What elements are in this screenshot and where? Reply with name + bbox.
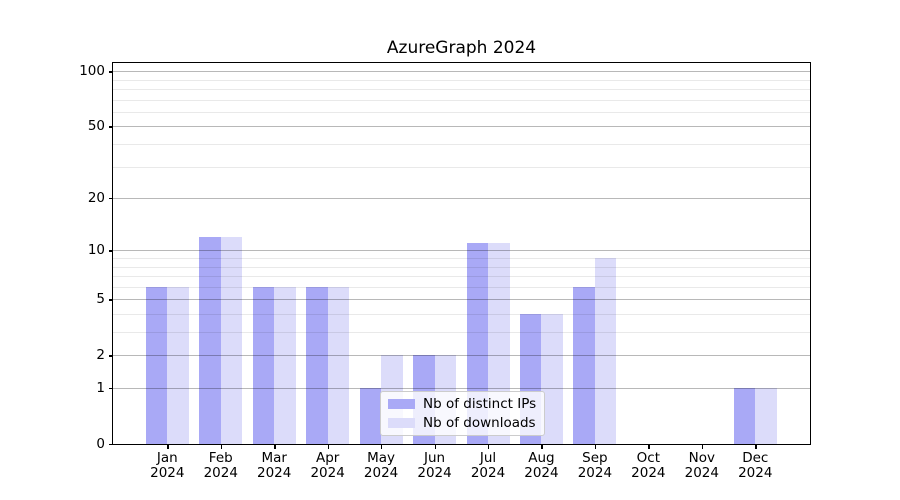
x-tick-month: Jul bbox=[479, 450, 497, 466]
x-tick-month: Oct bbox=[636, 450, 661, 466]
x-tick-year: 2024 bbox=[470, 465, 506, 481]
plot-area bbox=[112, 62, 811, 445]
x-tick-label: Jan 2024 bbox=[122, 451, 212, 481]
x-tick-mark bbox=[648, 445, 650, 449]
bar-distinct-ips bbox=[306, 286, 328, 444]
bar-distinct-ips bbox=[145, 286, 168, 444]
y-tick-mark bbox=[109, 126, 113, 128]
x-tick-mark bbox=[220, 445, 223, 449]
bars-layer bbox=[113, 63, 810, 444]
x-tick-mark bbox=[488, 445, 490, 449]
y-tick-label: 1 bbox=[96, 379, 105, 396]
x-tick-month: Mar bbox=[261, 450, 287, 466]
x-tick-year: 2024 bbox=[577, 465, 613, 481]
y-tick-mark bbox=[109, 444, 113, 446]
bar-downloads bbox=[594, 258, 617, 444]
x-tick-mark bbox=[327, 445, 330, 449]
x-tick-month: Jan bbox=[156, 450, 178, 466]
x-tick-month: Jun bbox=[424, 450, 446, 466]
y-tick-label: 100 bbox=[79, 62, 105, 79]
bar-distinct-ips bbox=[199, 236, 221, 444]
y-tick-label: 5 bbox=[96, 290, 105, 307]
x-tick-label: Dec 2024 bbox=[710, 451, 800, 481]
x-tick-year: 2024 bbox=[310, 465, 345, 481]
legend: Nb of distinct IPs Nb of downloads bbox=[380, 391, 545, 436]
y-tick-mark bbox=[109, 198, 113, 200]
bar-downloads bbox=[220, 236, 243, 444]
x-tick-label: Sep 2024 bbox=[550, 451, 640, 481]
bar-distinct-ips bbox=[733, 388, 756, 444]
y-tick-label: 0 bbox=[96, 435, 105, 452]
legend-label-distinct-ips: Nb of distinct IPs bbox=[423, 395, 537, 412]
x-tick-month: Apr bbox=[315, 450, 340, 466]
bar-distinct-ips bbox=[252, 286, 275, 444]
y-tick-mark bbox=[109, 299, 113, 301]
x-tick-year: 2024 bbox=[363, 465, 399, 481]
x-tick-label: Jun 2024 bbox=[390, 451, 480, 481]
bar-distinct-ips bbox=[359, 388, 382, 444]
x-tick-label: May 2024 bbox=[336, 451, 426, 481]
x-tick-mark bbox=[274, 445, 276, 449]
legend-entry-distinct-ips: Nb of distinct IPs bbox=[388, 395, 537, 412]
x-tick-month: Dec bbox=[742, 450, 769, 466]
x-tick-month: May bbox=[367, 450, 396, 466]
bar-downloads bbox=[274, 286, 296, 444]
y-tick-label: 50 bbox=[87, 117, 105, 134]
x-tick-year: 2024 bbox=[203, 465, 238, 481]
legend-entry-downloads: Nb of downloads bbox=[388, 414, 537, 431]
bar-downloads bbox=[541, 314, 563, 444]
x-tick-label: Nov 2024 bbox=[657, 451, 747, 481]
chart-title: AzureGraph 2024 bbox=[386, 38, 537, 58]
bar-downloads bbox=[755, 388, 777, 444]
x-tick-mark bbox=[381, 445, 383, 449]
x-tick-month: Sep bbox=[582, 450, 608, 466]
x-tick-month: Feb bbox=[208, 450, 233, 466]
legend-label-downloads: Nb of downloads bbox=[423, 414, 536, 431]
bar-downloads bbox=[327, 286, 350, 444]
bar-downloads bbox=[167, 286, 189, 444]
y-tick-mark bbox=[109, 250, 113, 252]
x-tick-year: 2024 bbox=[417, 465, 452, 481]
x-tick-year: 2024 bbox=[631, 465, 666, 481]
x-tick-label: Aug 2024 bbox=[496, 451, 586, 481]
x-tick-year: 2024 bbox=[150, 465, 185, 481]
x-tick-label: Apr 2024 bbox=[283, 451, 373, 481]
x-tick-mark bbox=[167, 445, 169, 449]
y-tick-mark bbox=[109, 388, 113, 390]
x-tick-year: 2024 bbox=[684, 465, 719, 481]
x-tick-year: 2024 bbox=[524, 465, 559, 481]
x-tick-mark bbox=[434, 445, 436, 449]
legend-swatch-downloads-icon bbox=[388, 418, 415, 428]
legend-swatch-distinct-ips-icon bbox=[388, 399, 415, 409]
y-tick-mark bbox=[109, 71, 113, 73]
bar-distinct-ips bbox=[573, 286, 595, 444]
y-tick-mark bbox=[109, 355, 113, 357]
x-tick-mark bbox=[701, 445, 704, 449]
x-tick-mark bbox=[755, 445, 757, 449]
y-tick-label: 10 bbox=[87, 241, 105, 258]
y-tick-label: 2 bbox=[96, 346, 105, 363]
x-tick-mark bbox=[594, 445, 597, 449]
x-tick-label: Mar 2024 bbox=[229, 451, 319, 481]
x-tick-label: Feb 2024 bbox=[176, 451, 266, 481]
x-tick-label: Jul 2024 bbox=[443, 451, 533, 481]
x-tick-month: Aug bbox=[528, 450, 555, 466]
x-tick-month: Nov bbox=[688, 450, 715, 466]
y-tick-label: 20 bbox=[87, 189, 105, 206]
x-tick-year: 2024 bbox=[257, 465, 292, 481]
x-tick-mark bbox=[541, 445, 543, 449]
x-tick-label: Oct 2024 bbox=[603, 451, 693, 481]
x-tick-year: 2024 bbox=[738, 465, 773, 481]
